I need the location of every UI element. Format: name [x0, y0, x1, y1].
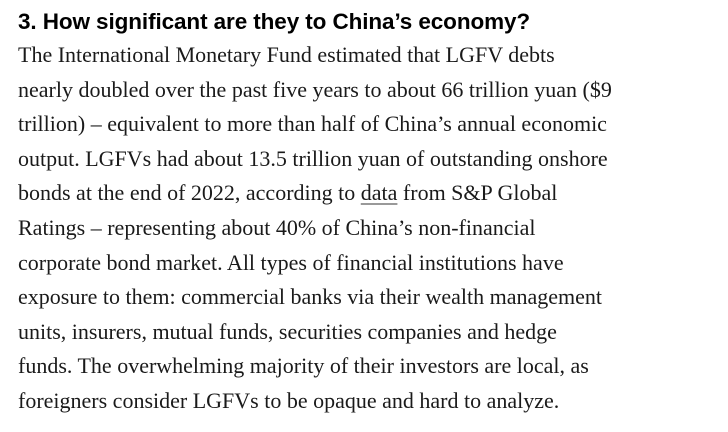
paragraph-line: The International Monetary Fund estimate… [18, 42, 555, 67]
paragraph-line: funds. The overwhelming majority of thei… [18, 353, 589, 379]
paragraph-line: output. LGFVs had about 13.5 trillion yu… [18, 145, 608, 171]
paragraph-line: Ratings – representing about 40% of Chin… [18, 214, 536, 240]
paragraph-text: bonds at the end of 2022, according to [18, 180, 361, 206]
paragraph-line: units, insurers, mutual funds, securitie… [18, 318, 557, 344]
data-link[interactable]: data [360, 180, 398, 206]
article-paragraph: The International Monetary Fund estimate… [18, 38, 722, 419]
paragraph-text: from S&P Global [397, 180, 558, 206]
paragraph-line: nearly doubled over the past five years … [18, 76, 612, 102]
section-heading: 3. How significant are they to China’s e… [18, 9, 531, 34]
paragraph-line-with-link: bonds at the end of 2022, according to d… [18, 176, 722, 211]
paragraph-line: foreigners consider LGFVs to be opaque a… [18, 387, 560, 413]
paragraph-line: trillion) – equivalent to more than half… [18, 111, 607, 137]
paragraph-line: exposure to them: commercial banks via t… [18, 284, 603, 310]
paragraph-line: corporate bond market. All types of fina… [18, 249, 564, 275]
article: 3. How significant are they to China’s e… [18, 6, 722, 419]
